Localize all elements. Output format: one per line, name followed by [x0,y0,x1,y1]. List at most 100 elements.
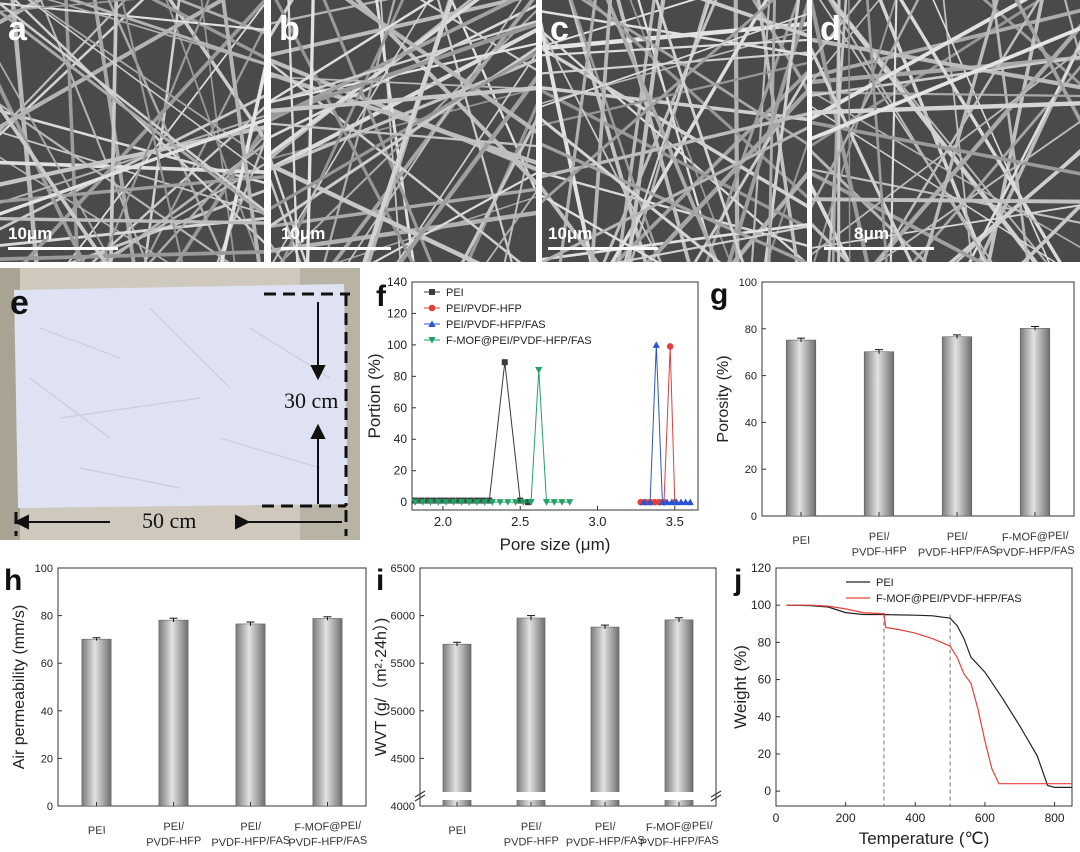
sem-fiber [645,88,807,262]
plot-frame [57,567,367,807]
scale-label-b: 10μm [281,224,326,243]
data-point [481,499,489,506]
sem-fiber [64,0,80,262]
bar [158,619,189,807]
sem-fiber [616,0,656,262]
panel-label-i: i [376,564,384,597]
height-dimension-label: 30 cm [284,388,339,413]
sem-fiber [0,109,264,184]
data-point [428,337,436,344]
data-point [652,341,660,348]
scale-bar-d: 8μm [824,224,944,250]
axis-break-mark [414,790,426,798]
data-point [501,359,508,366]
y-tick-label: 60 [758,673,772,687]
sem-fiber [485,190,536,262]
sem-fiber [10,0,39,262]
legend-label: PEI [446,287,464,299]
category-label: PEI [792,535,810,548]
chart-j-svg: 0 20 40 60 80 100 120 0 200 400 600 800 Temperature … [731,561,1073,848]
y-tick-label: 40 [758,710,772,724]
chart-panel-h: 0 20 40 60 80 100 Air permeability (mm/s) PEI PE… [0,560,372,852]
y-tick-label: 100 [751,598,771,612]
data-point [411,499,419,506]
sem-fiber [271,51,536,211]
data-point [527,499,535,506]
category-label: PVDF-HFP [852,545,907,559]
category-label: PVDF-HFP/FAS [918,545,997,560]
series-1 [637,343,679,506]
chart-h-svg: 0 20 40 60 80 100 Air permeability (mm/s) PEI PE… [4,563,367,850]
fabric-photo [0,268,360,540]
panel-label-f: f [376,280,387,313]
scale-label-d: 8μm [854,224,889,243]
sem-fiber [271,178,302,262]
category-label: PVDF-HFP/FAS [640,835,719,850]
sem-fiber [733,0,740,262]
sem-fiber [1021,203,1080,262]
category-label: PEI/ [947,531,969,544]
category-label: PVDF-HFP/FAS [566,835,645,850]
scale-line-b [281,247,391,250]
panel-label-h: h [4,564,22,597]
sem-fiber [812,106,1056,262]
sem-fiber [654,0,745,262]
sem-fiber [271,76,536,90]
sem-fiber [221,0,261,262]
panel-label-a: a [8,10,27,48]
category-label: PEI/ [240,821,262,834]
sem-fiber [347,0,523,262]
scale-line-a [8,247,118,250]
sem-fiber [271,0,294,38]
sem-fiber [68,0,264,66]
sem-fiber [0,156,169,262]
y-tick-label: 100 [739,277,757,289]
x-tick-label: 800 [1045,811,1065,825]
x-tick-label: 2.5 [511,514,529,529]
sem-fiber [542,51,807,75]
data-point [663,498,671,506]
sem-fiber [372,172,536,262]
data-point [428,304,436,312]
sem-fiber [0,103,230,262]
sem-fiber [323,0,396,262]
legend-label: PEI [876,577,894,589]
series-2 [640,341,694,506]
sem-fiber [812,47,913,262]
x-axis-label: Pore size (μm) [500,535,611,554]
sem-fiber [968,43,1080,262]
sem-fiber [727,0,807,262]
y-tick-label: 6000 [391,611,415,623]
chart-panel-g: 0 20 40 60 80 100 Porosity (%) PEI PEI/PVDF-HFP P… [706,268,1080,560]
sem-fiber [812,37,1080,90]
y-tick-label: 0 [47,801,53,813]
data-point [658,498,667,506]
data-point [504,499,512,506]
sem-fiber [542,0,776,204]
data-point [461,497,468,504]
panel-label-j: j [733,564,742,597]
x-tick-label: 2.0 [434,514,452,529]
data-point [426,499,435,506]
sem-fiber [812,0,1029,121]
sem-fiber [542,46,807,208]
sem-fiber [100,0,210,262]
y-tick-label: 80 [758,635,772,649]
sem-fiber [0,0,44,25]
y-tick-label: 100 [35,563,53,575]
y-tick-label: 60 [41,658,53,670]
category-label: F-MOF@PEI/ [1002,530,1070,544]
sem-fiber [542,142,807,262]
sem-fiber [219,65,264,262]
y-tick-label: 6500 [391,563,415,575]
category-label: PVDF-HFP/FAS [288,835,367,850]
plot-frame [419,567,717,807]
sem-fiber [605,0,719,262]
series-line [786,604,1072,788]
scale-bar-b: 10μm [281,224,401,250]
x-axis-label: Temperature (℃) [859,829,990,848]
sem-fiber [0,131,264,215]
sem-fiber [271,20,536,104]
axis-break-mark [710,790,722,798]
data-point [496,499,504,506]
